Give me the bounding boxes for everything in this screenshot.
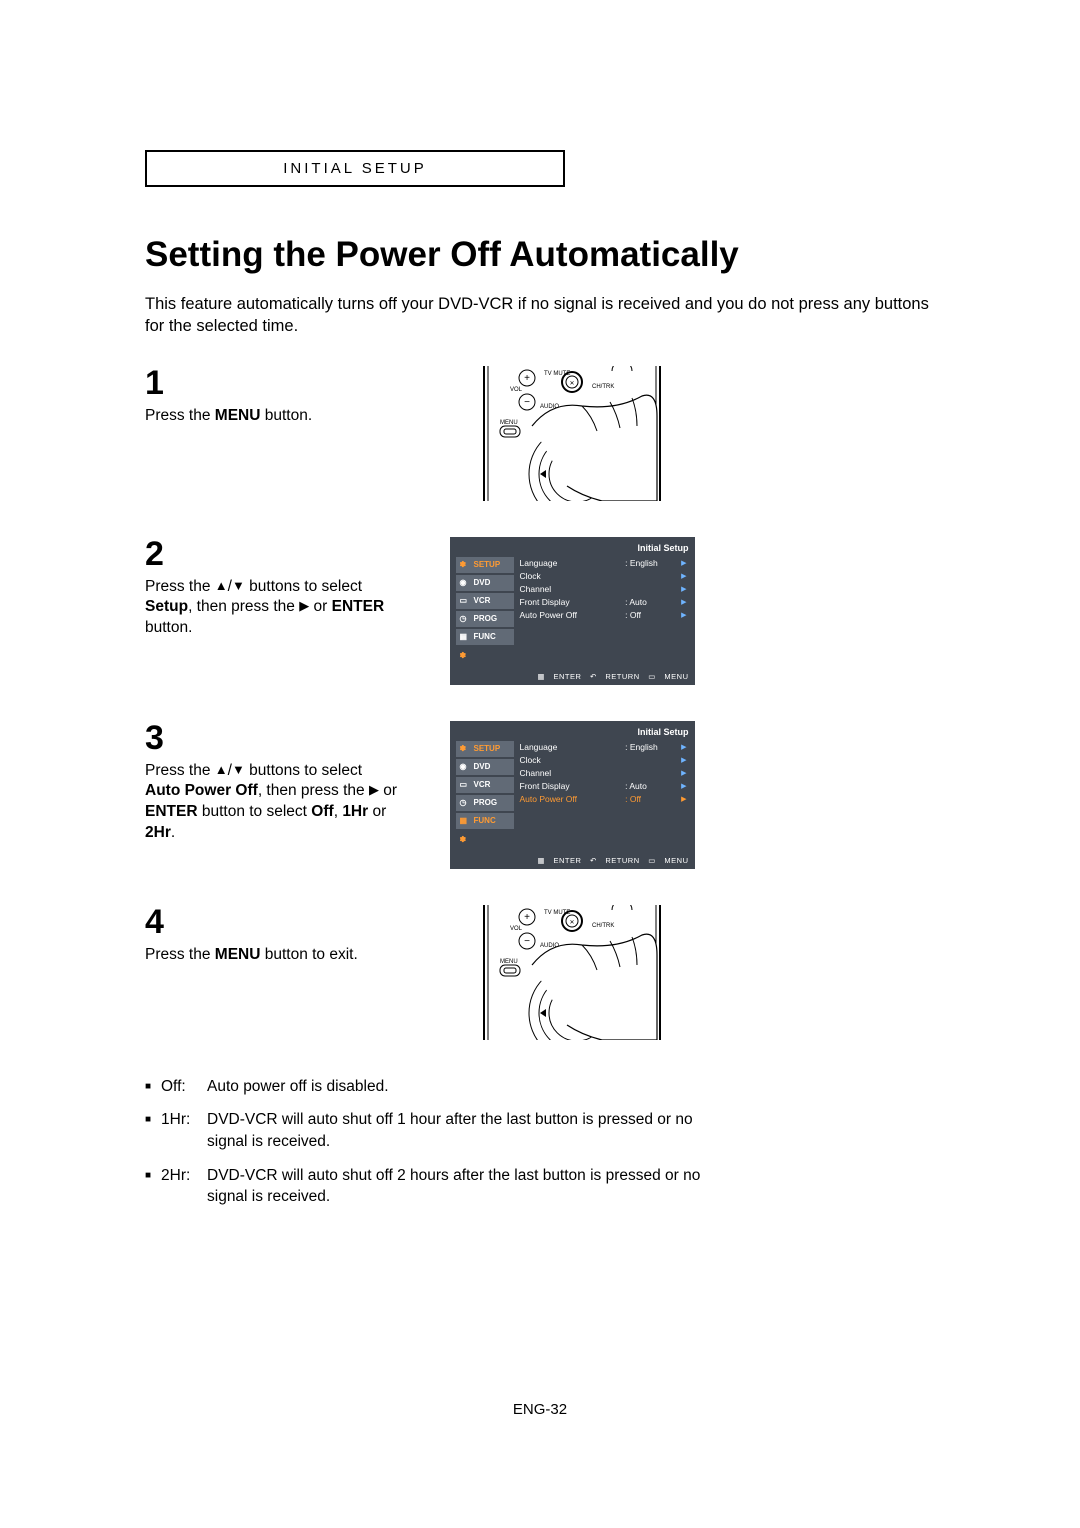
svg-text:+: + xyxy=(524,373,530,384)
osd-tabs: ✽SETUP ◉DVD ▭VCR ◷PROG ▦FUNC ✽ xyxy=(456,741,514,850)
bullet-label: Off: xyxy=(161,1076,207,1098)
step-4-number: 4 xyxy=(145,905,399,939)
bullet-list: ■ Off: Auto power off is disabled. ■ 1Hr… xyxy=(145,1076,727,1208)
step-3-illustration: Initial Setup ✽SETUP ◉DVD ▭VCR ◷PROG ▦FU… xyxy=(417,721,727,869)
bullet-text: DVD-VCR will auto shut off 2 hours after… xyxy=(207,1165,727,1208)
menu-label: MENU xyxy=(500,420,518,426)
osd-row: Front Display: Auto▶ xyxy=(518,780,689,793)
bullet-label: 2Hr: xyxy=(161,1165,207,1208)
audio-label: AUDIO xyxy=(540,404,559,410)
osd-tab-vcr: ▭VCR xyxy=(456,777,514,793)
osd-tab-prog: ◷PROG xyxy=(456,611,514,627)
step-1-body: Press the MENU button. xyxy=(145,406,399,427)
page-title: Setting the Power Off Automatically xyxy=(145,235,935,275)
bullet-item: ■ 2Hr: DVD-VCR will auto shut off 2 hour… xyxy=(145,1165,727,1208)
osd-tab-gear: ✽ xyxy=(456,647,514,664)
osd-tab-dvd: ◉DVD xyxy=(456,575,514,591)
svg-text:−: − xyxy=(524,397,530,408)
osd-tab-prog: ◷PROG xyxy=(456,795,514,811)
osd-rows: Language: English▶ Clock▶ Channel▶ Front… xyxy=(518,741,689,850)
step-1-illustration: + TV MUTE ✕ VOL CH/TRK − AUDIO MENU xyxy=(417,366,727,501)
osd-row: Clock▶ xyxy=(518,754,689,767)
step-3-body: Press the ▲/▼ buttons to select Auto Pow… xyxy=(145,761,399,845)
steps-container: 1 Press the MENU button. xyxy=(145,366,727,1040)
osd-tab-dvd: ◉DVD xyxy=(456,759,514,775)
intro-text: This feature automatically turns off you… xyxy=(145,293,935,338)
osd-menu-step3: Initial Setup ✽SETUP ◉DVD ▭VCR ◷PROG ▦FU… xyxy=(450,721,695,869)
vol-label: VOL xyxy=(510,387,523,393)
bullet-icon: ■ xyxy=(145,1076,161,1098)
osd-tab-func: ▦FUNC xyxy=(456,629,514,645)
step-4-body: Press the MENU button to exit. xyxy=(145,945,399,966)
step-2-number: 2 xyxy=(145,537,399,571)
osd-row: Clock▶ xyxy=(518,570,689,583)
osd-tab-setup: ✽SETUP xyxy=(456,741,514,757)
step-2-illustration: Initial Setup ✽SETUP ◉DVD ▭VCR ◷PROG ▦FU… xyxy=(417,537,727,685)
step-1-text: 1 Press the MENU button. xyxy=(145,366,399,427)
step-2-body: Press the ▲/▼ buttons to select Setup, t… xyxy=(145,577,399,640)
step-3-text: 3 Press the ▲/▼ buttons to select Auto P… xyxy=(145,721,399,845)
step-4: 4 Press the MENU button to exit. xyxy=(145,905,727,1040)
bullet-item: ■ 1Hr: DVD-VCR will auto shut off 1 hour… xyxy=(145,1109,727,1152)
osd-row: Channel▶ xyxy=(518,583,689,596)
osd-footer: ▦ ENTER ↶ RETURN ▭ MENU xyxy=(456,672,689,681)
step-3: 3 Press the ▲/▼ buttons to select Auto P… xyxy=(145,721,727,869)
section-header: INITIAL SETUP xyxy=(145,150,565,187)
bullet-text: Auto power off is disabled. xyxy=(207,1076,727,1098)
bullet-text: DVD-VCR will auto shut off 1 hour after … xyxy=(207,1109,727,1152)
osd-row: Language: English▶ xyxy=(518,557,689,570)
audio-label: AUDIO xyxy=(540,943,559,949)
osd-row: Channel▶ xyxy=(518,767,689,780)
step-1: 1 Press the MENU button. xyxy=(145,366,727,501)
svg-text:+: + xyxy=(524,912,530,923)
step-2-text: 2 Press the ▲/▼ buttons to select Setup,… xyxy=(145,537,399,640)
osd-menu-step2: Initial Setup ✽SETUP ◉DVD ▭VCR ◷PROG ▦FU… xyxy=(450,537,695,685)
osd-rows: Language: English▶ Clock▶ Channel▶ Front… xyxy=(518,557,689,666)
svg-text:✕: ✕ xyxy=(569,920,574,926)
osd-tab-setup: ✽SETUP xyxy=(456,557,514,573)
page-number: ENG-32 xyxy=(0,1401,1080,1418)
step-2: 2 Press the ▲/▼ buttons to select Setup,… xyxy=(145,537,727,685)
step-4-text: 4 Press the MENU button to exit. xyxy=(145,905,399,966)
svg-text:−: − xyxy=(524,936,530,947)
vol-label: VOL xyxy=(510,926,523,932)
osd-row: Front Display: Auto▶ xyxy=(518,596,689,609)
menu-label: MENU xyxy=(500,959,518,965)
bullet-label: 1Hr: xyxy=(161,1109,207,1152)
step-3-number: 3 xyxy=(145,721,399,755)
osd-title: Initial Setup xyxy=(456,727,689,737)
osd-tab-vcr: ▭VCR xyxy=(456,593,514,609)
osd-title: Initial Setup xyxy=(456,543,689,553)
svg-text:✕: ✕ xyxy=(569,381,574,387)
osd-tab-gear: ✽ xyxy=(456,831,514,848)
osd-row-highlighted: Auto Power Off: Off▶ xyxy=(518,793,689,806)
remote-illustration: + TV MUTE ✕ VOL CH/TRK − AUDIO MENU xyxy=(482,905,662,1040)
osd-row: Auto Power Off: Off▶ xyxy=(518,609,689,622)
remote-illustration: + TV MUTE ✕ VOL CH/TRK − AUDIO MENU xyxy=(482,366,662,501)
osd-row: Language: English▶ xyxy=(518,741,689,754)
step-4-illustration: + TV MUTE ✕ VOL CH/TRK − AUDIO MENU xyxy=(417,905,727,1040)
osd-tabs: ✽SETUP ◉DVD ▭VCR ◷PROG ▦FUNC ✽ xyxy=(456,557,514,666)
chtrk-label: CH/TRK xyxy=(592,923,614,929)
osd-footer: ▦ ENTER ↶ RETURN ▭ MENU xyxy=(456,856,689,865)
osd-tab-func: ▦FUNC xyxy=(456,813,514,829)
section-header-text: INITIAL SETUP xyxy=(283,160,426,177)
step-1-number: 1 xyxy=(145,366,399,400)
chtrk-label: CH/TRK xyxy=(592,384,614,390)
bullet-icon: ■ xyxy=(145,1109,161,1152)
bullet-item: ■ Off: Auto power off is disabled. xyxy=(145,1076,727,1098)
bullet-icon: ■ xyxy=(145,1165,161,1208)
